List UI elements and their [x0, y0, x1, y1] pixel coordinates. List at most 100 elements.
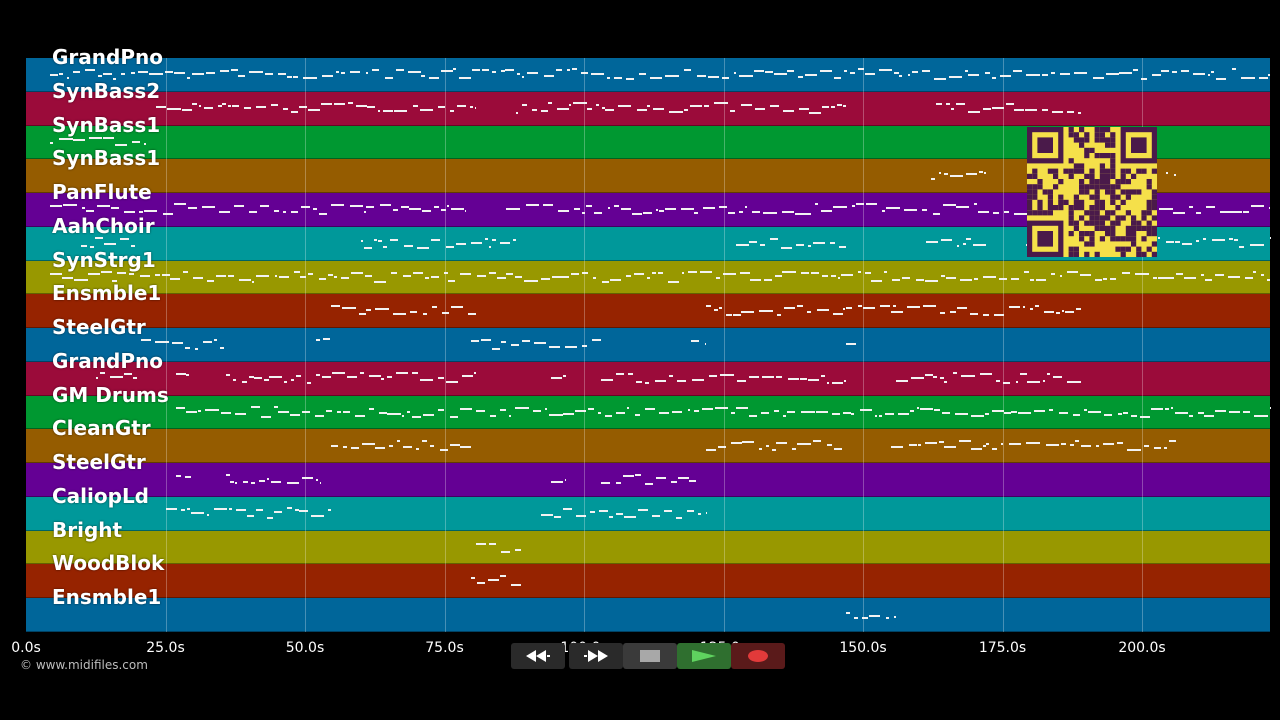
midi-note [664, 208, 676, 211]
midi-note [438, 409, 445, 412]
midi-note [515, 276, 522, 279]
midi-note [422, 209, 431, 212]
track-lane[interactable] [26, 598, 1270, 632]
midi-note [141, 339, 152, 342]
grid-line [444, 58, 446, 632]
midi-note [634, 473, 641, 476]
midi-note [295, 374, 302, 377]
midi-note [1030, 279, 1035, 282]
midi-note [957, 306, 968, 309]
midi-note [737, 379, 746, 382]
midi-note [303, 77, 317, 80]
midi-note [846, 307, 853, 310]
track-lane[interactable] [26, 496, 1270, 531]
midi-note [972, 243, 986, 246]
midi-note [220, 412, 232, 415]
midi-note [949, 311, 957, 314]
midi-note [251, 280, 255, 283]
midi-note [992, 77, 996, 80]
midi-note [366, 206, 374, 209]
play-button[interactable] [677, 643, 731, 669]
track-lane[interactable] [26, 294, 1270, 329]
midi-note [319, 212, 327, 215]
track-lane[interactable] [26, 530, 1270, 565]
midi-note [1023, 270, 1030, 273]
midi-note [602, 280, 610, 283]
midi-note [316, 478, 319, 481]
track-lane[interactable] [26, 328, 1270, 362]
midi-note [838, 246, 846, 249]
midi-note [256, 509, 264, 512]
midi-note [938, 441, 945, 444]
midi-note [944, 381, 947, 384]
midi-note [50, 73, 58, 76]
midi-note [290, 110, 299, 113]
midi-note [249, 211, 258, 214]
midi-note [644, 483, 654, 486]
midi-note [984, 71, 991, 74]
midi-note [1175, 411, 1189, 414]
midi-note [516, 72, 520, 75]
fast-forward-button[interactable] [569, 643, 623, 669]
midi-note [1036, 278, 1047, 281]
midi-note [875, 415, 878, 418]
midi-note [956, 102, 965, 105]
midi-note [249, 376, 255, 379]
midi-note [1175, 272, 1184, 275]
midi-note [798, 107, 810, 110]
midi-note [563, 375, 566, 378]
midi-note [1002, 381, 1011, 384]
midi-note [952, 372, 957, 375]
midi-note [687, 408, 691, 411]
midi-note [381, 378, 384, 381]
midi-note [1103, 414, 1113, 417]
midi-note [331, 444, 338, 447]
track-lane[interactable] [26, 58, 1270, 92]
midi-note [885, 412, 894, 415]
midi-note [358, 313, 366, 316]
midi-note [921, 209, 927, 212]
rewind-button[interactable] [511, 643, 565, 669]
midi-note [387, 413, 402, 416]
midi-note [858, 305, 863, 308]
midi-note [231, 105, 239, 108]
midi-note [659, 210, 665, 213]
midi-note [1254, 414, 1268, 417]
midi-note [1005, 102, 1014, 105]
track-lane[interactable] [26, 91, 1270, 126]
midi-note [671, 480, 677, 483]
midi-note [341, 276, 350, 279]
midi-note [132, 377, 138, 380]
track-lane[interactable] [26, 361, 1270, 396]
stop-button[interactable] [623, 643, 677, 669]
midi-note [792, 448, 797, 451]
midi-note [465, 210, 466, 213]
midi-note [1011, 410, 1018, 413]
midi-note [1127, 448, 1141, 451]
grid-line [305, 58, 306, 632]
record-button[interactable] [731, 643, 785, 669]
midi-note [781, 210, 794, 213]
midi-note [555, 68, 563, 71]
midi-note [742, 441, 754, 444]
midi-note [998, 278, 1008, 281]
midi-note [490, 415, 496, 418]
midi-note [586, 205, 593, 208]
midi-note [300, 205, 311, 208]
track-lane[interactable] [26, 564, 1270, 599]
midi-note [187, 508, 191, 511]
midi-note [739, 74, 753, 77]
midi-note [1158, 207, 1173, 210]
midi-note [50, 142, 54, 145]
midi-note [850, 412, 855, 415]
midi-note [409, 208, 421, 211]
midi-note [301, 477, 314, 479]
midi-note [97, 74, 103, 77]
midi-note [393, 109, 408, 112]
track-label: GrandPno [52, 348, 163, 373]
midi-note [956, 244, 959, 247]
midi-note [299, 275, 307, 278]
track-lane[interactable] [26, 463, 1270, 497]
track-lane[interactable] [26, 395, 1270, 430]
track-lane[interactable] [26, 429, 1270, 464]
